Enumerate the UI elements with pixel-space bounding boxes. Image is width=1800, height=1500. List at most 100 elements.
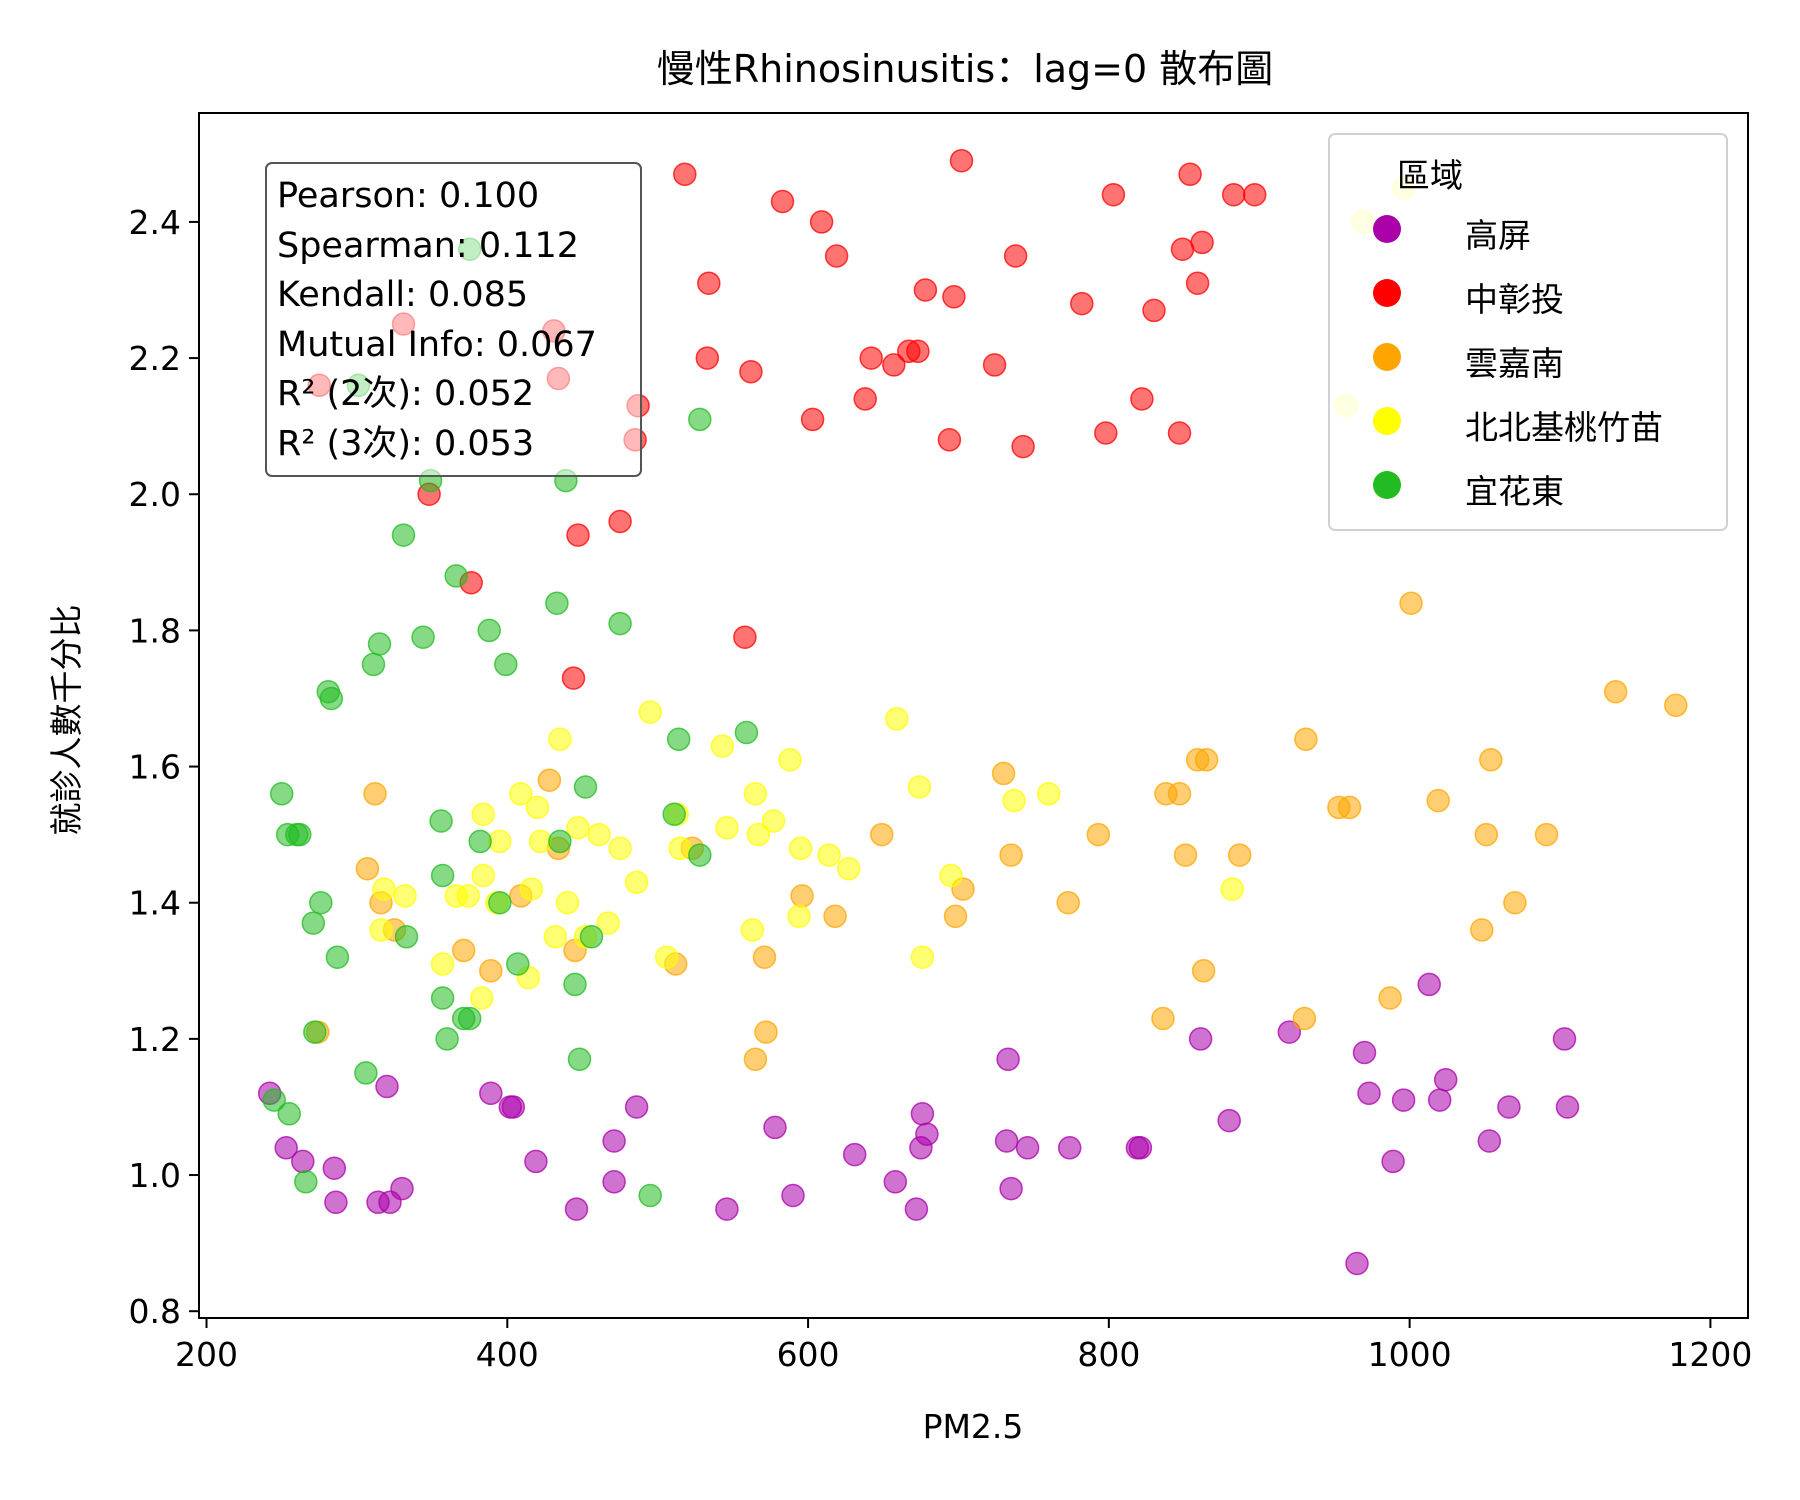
point-series-3-13: [519, 877, 544, 901]
point-series-4-2: [277, 1102, 301, 1126]
point-series-4-9: [309, 890, 333, 915]
point-series-2-39: [1426, 788, 1450, 813]
point-series-4-25: [444, 564, 468, 588]
point-series-2-36: [1337, 795, 1362, 820]
point-series-0-8: [390, 1176, 414, 1201]
point-series-0-37: [1352, 1040, 1377, 1065]
point-series-4-19: [411, 625, 435, 649]
y-tick-label: 1.0: [129, 1156, 181, 1195]
point-series-1-21: [859, 346, 883, 370]
point-series-3-25: [638, 700, 662, 724]
point-series-0-27: [996, 1047, 1020, 1072]
point-series-3-32: [743, 782, 768, 806]
plot-frame: [198, 112, 1749, 1319]
point-series-2-14: [754, 1020, 778, 1044]
point-series-1-26: [937, 428, 962, 452]
point-series-0-3: [322, 1156, 347, 1180]
point-series-3-30: [710, 734, 735, 758]
point-series-3-40: [885, 707, 909, 731]
x-tick-label: 800: [1077, 1335, 1140, 1374]
x-tick-label: 1000: [1368, 1335, 1452, 1374]
point-series-0-30: [1057, 1136, 1082, 1160]
point-series-3-44: [1002, 788, 1026, 813]
y-tick-label: 1.6: [129, 748, 181, 787]
point-series-1-33: [1094, 421, 1118, 445]
point-series-1-27: [942, 285, 966, 309]
legend-label: 高屏: [1465, 216, 1531, 255]
point-series-0-46: [1552, 1027, 1577, 1051]
legend-label: 北北基桃竹苗: [1465, 408, 1663, 447]
point-series-4-35: [548, 829, 572, 854]
y-tick-label: 2.2: [129, 339, 181, 378]
point-series-3-14: [525, 795, 550, 820]
point-series-0-17: [715, 1197, 739, 1221]
point-series-2-44: [1534, 822, 1559, 847]
x-tick-label: 1200: [1668, 1335, 1752, 1374]
point-series-1-43: [1242, 182, 1267, 207]
y-tick-label: 1.8: [129, 611, 181, 650]
point-series-2-5: [451, 938, 476, 963]
point-series-0-13: [564, 1197, 589, 1221]
x-tick-label: 400: [476, 1335, 539, 1374]
point-series-3-15: [528, 829, 553, 854]
point-series-0-24: [910, 1102, 935, 1126]
point-series-3-46: [1220, 877, 1244, 901]
point-series-3-39: [836, 856, 861, 881]
point-series-0-4: [324, 1190, 348, 1215]
point-series-3-16: [543, 925, 568, 949]
y-axis: 0.8 1.0 1.2 1.4 1.6 1.8 2.0 2.2 2.4: [129, 203, 199, 1331]
point-series-1-39: [1178, 162, 1202, 187]
point-series-2-21: [991, 761, 1016, 786]
point-series-4-44: [666, 727, 691, 752]
stat-r2-quadratic: R² (2次): 0.052: [277, 374, 535, 414]
point-series-3-41: [907, 775, 932, 799]
legend-item-yunjianan: 雲嘉南: [1330, 329, 1730, 389]
point-series-3-3: [430, 952, 455, 976]
point-series-1-19: [824, 244, 849, 268]
point-series-4-11: [319, 686, 344, 711]
legend-title: 區域: [1397, 156, 1463, 195]
point-series-3-29: [715, 816, 739, 840]
point-series-2-16: [790, 884, 814, 908]
point-series-4-29: [468, 829, 492, 854]
stat-pearson: Pearson: 0.100: [277, 176, 540, 216]
point-series-3-28: [668, 836, 692, 861]
legend-marker: [1373, 215, 1401, 243]
point-series-4-18: [394, 925, 419, 949]
x-axis-label: PM2.5: [923, 1407, 1024, 1446]
point-series-0-15: [602, 1170, 626, 1194]
point-series-2-28: [1173, 843, 1198, 867]
point-series-3-10: [488, 829, 512, 854]
point-series-2-8: [537, 768, 562, 792]
point-series-4-38: [567, 1047, 592, 1072]
point-series-4-31: [488, 890, 512, 915]
point-series-3-18: [555, 890, 580, 915]
point-series-4-15: [361, 652, 386, 677]
point-series-2-42: [1479, 748, 1503, 772]
point-series-2-18: [870, 822, 894, 847]
point-series-4-33: [506, 952, 530, 976]
point-series-4-22: [430, 863, 455, 888]
point-series-2-19: [943, 904, 968, 929]
point-series-1-41: [1190, 230, 1214, 255]
point-series-3-24: [624, 870, 649, 895]
point-series-4-0: [262, 1088, 286, 1112]
x-tick-label: 600: [777, 1335, 840, 1374]
point-series-3-21: [587, 822, 611, 847]
point-series-3-34: [761, 809, 786, 833]
stats-box: Pearson: 0.100 Spearman: 0.112 Kendall: …: [265, 162, 642, 477]
point-series-1-36: [1142, 298, 1166, 323]
point-series-3-2: [393, 884, 417, 908]
point-series-4-46: [688, 407, 712, 432]
point-series-2-38: [1399, 591, 1423, 615]
point-series-0-43: [1433, 1067, 1458, 1092]
legend-marker: [1373, 279, 1401, 307]
point-series-1-29: [982, 353, 1007, 377]
point-series-1-28: [949, 148, 974, 173]
point-series-3-42: [910, 945, 935, 969]
point-series-4-1: [269, 782, 294, 806]
point-series-0-29: [1015, 1136, 1040, 1160]
point-series-3-31: [740, 918, 765, 942]
point-series-1-11: [673, 162, 697, 187]
point-series-0-28: [999, 1176, 1023, 1201]
